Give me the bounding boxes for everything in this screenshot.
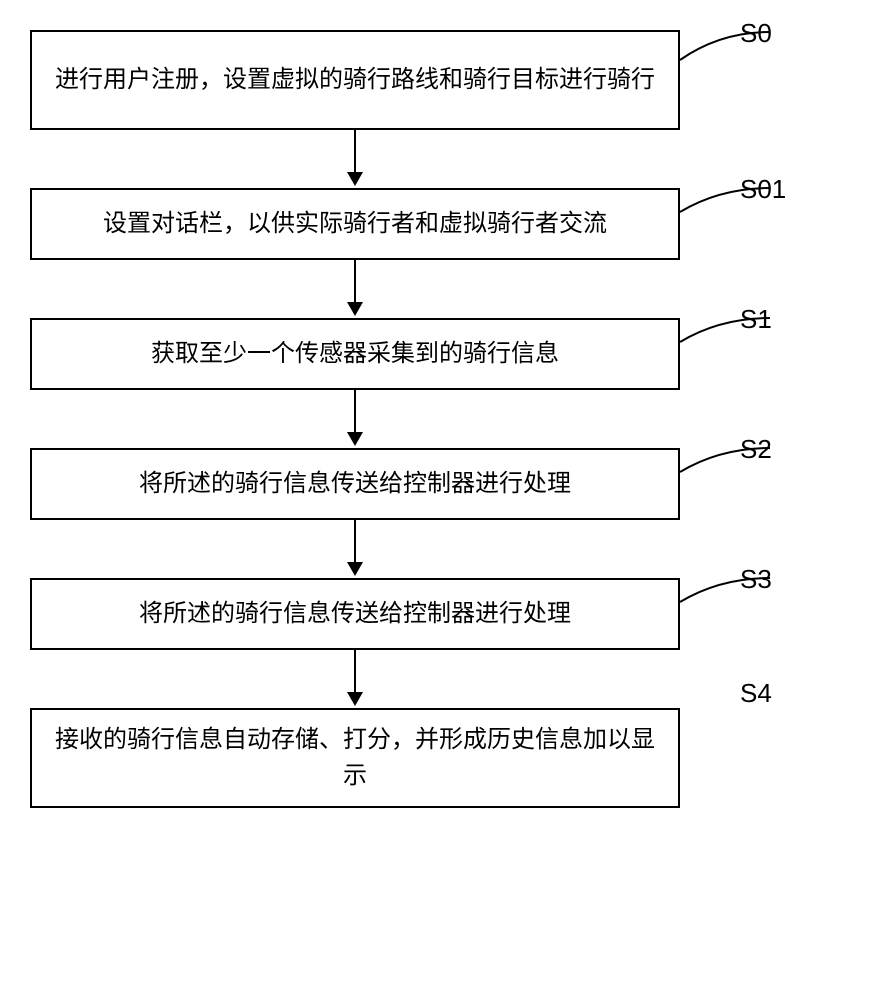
- step-row-s4: 接收的骑行信息自动存储、打分，并形成历史信息加以显示 S4: [30, 708, 840, 808]
- step-label-s4: S4: [740, 678, 840, 709]
- arrow-icon: [343, 130, 367, 188]
- connector-0: [30, 130, 680, 188]
- connector-3: [30, 520, 680, 578]
- step-text-s3: 将所述的骑行信息传送给控制器进行处理: [139, 596, 571, 632]
- step-text-s4: 接收的骑行信息自动存储、打分，并形成历史信息加以显示: [52, 722, 658, 794]
- step-row-s3: 将所述的骑行信息传送给控制器进行处理 S3: [30, 578, 840, 650]
- arrow-icon: [343, 260, 367, 318]
- step-text-s0: 进行用户注册，设置虚拟的骑行路线和骑行目标进行骑行: [55, 62, 655, 98]
- step-box-s0: 进行用户注册，设置虚拟的骑行路线和骑行目标进行骑行: [30, 30, 680, 130]
- arrow-icon: [343, 520, 367, 578]
- flowchart-container: 进行用户注册，设置虚拟的骑行路线和骑行目标进行骑行 S0 设置对话栏，以供实际骑…: [30, 30, 840, 808]
- step-text-s2: 将所述的骑行信息传送给控制器进行处理: [139, 466, 571, 502]
- step-box-s4: 接收的骑行信息自动存储、打分，并形成历史信息加以显示: [30, 708, 680, 808]
- step-box-s1: 获取至少一个传感器采集到的骑行信息: [30, 318, 680, 390]
- step-label-s1: S1: [740, 304, 840, 335]
- step-row-s0: 进行用户注册，设置虚拟的骑行路线和骑行目标进行骑行 S0: [30, 30, 840, 130]
- step-label-s0: S0: [740, 18, 840, 49]
- step-label-s2: S2: [740, 434, 840, 465]
- step-box-s2: 将所述的骑行信息传送给控制器进行处理: [30, 448, 680, 520]
- connector-2: [30, 390, 680, 448]
- step-row-s1: 获取至少一个传感器采集到的骑行信息 S1: [30, 318, 840, 390]
- step-text-s01: 设置对话栏，以供实际骑行者和虚拟骑行者交流: [103, 206, 607, 242]
- step-row-s01: 设置对话栏，以供实际骑行者和虚拟骑行者交流 S01: [30, 188, 840, 260]
- step-label-s3: S3: [740, 564, 840, 595]
- step-text-s1: 获取至少一个传感器采集到的骑行信息: [151, 336, 559, 372]
- step-row-s2: 将所述的骑行信息传送给控制器进行处理 S2: [30, 448, 840, 520]
- step-box-s3: 将所述的骑行信息传送给控制器进行处理: [30, 578, 680, 650]
- connector-4: [30, 650, 680, 708]
- step-label-s01: S01: [740, 174, 840, 205]
- step-box-s01: 设置对话栏，以供实际骑行者和虚拟骑行者交流: [30, 188, 680, 260]
- arrow-icon: [343, 390, 367, 448]
- arrow-icon: [343, 650, 367, 708]
- connector-1: [30, 260, 680, 318]
